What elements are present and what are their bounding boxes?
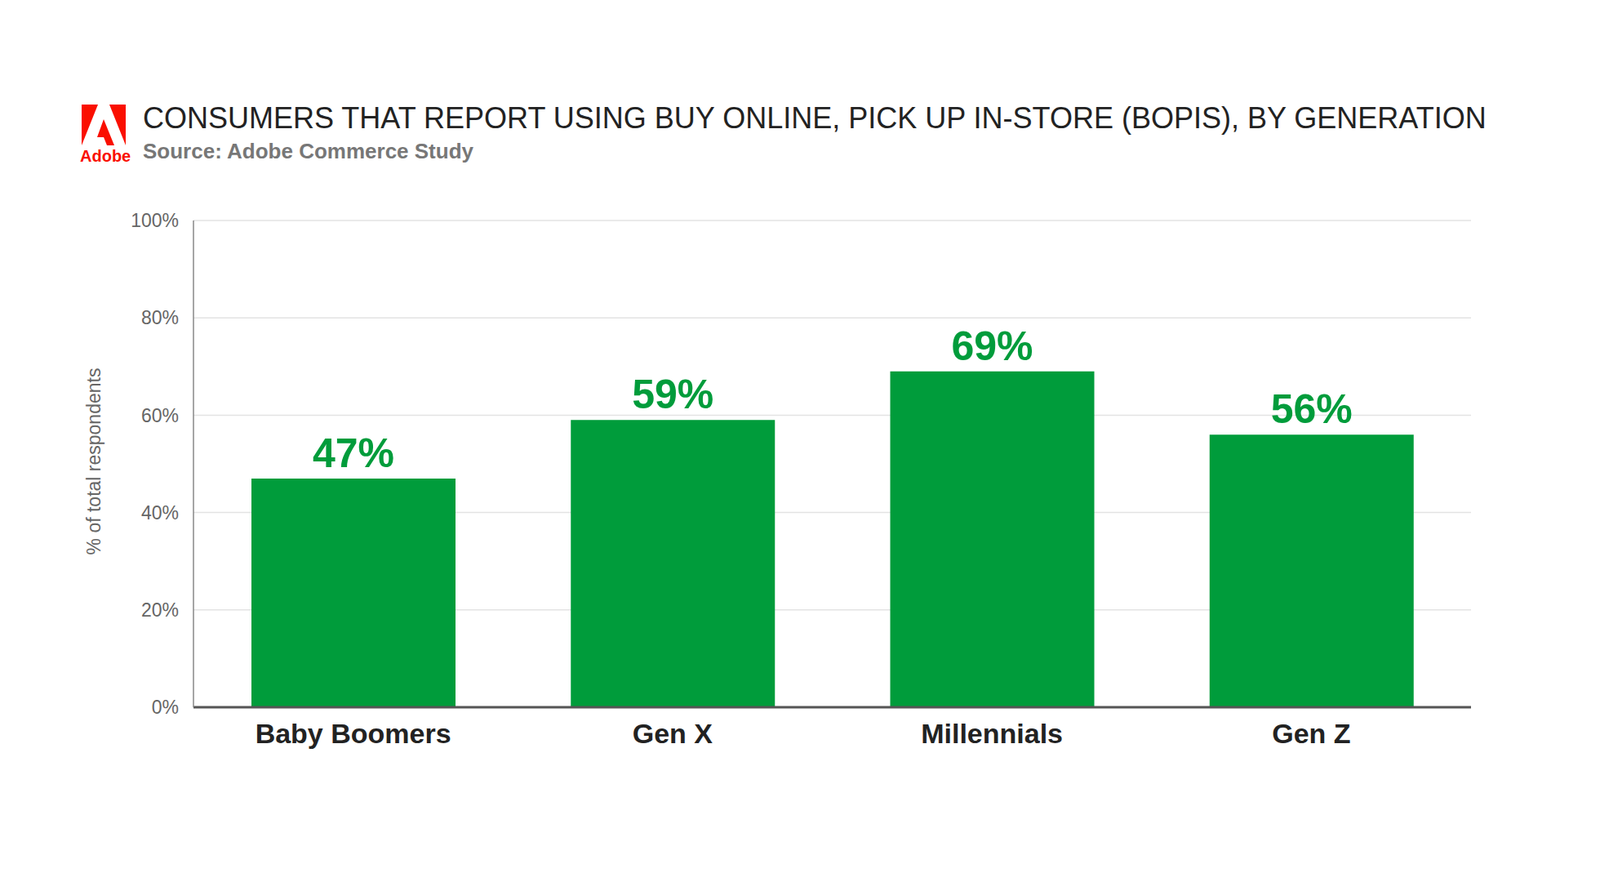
svg-text:80%: 80% [141,306,179,329]
svg-text:47%: 47% [312,430,395,476]
html-text:Source: Adobe Commerce Study: Source: Adobe Commerce Study [142,138,474,164]
svg-text:Millennials: Millennials [920,717,1063,749]
svg-text:59%: 59% [631,371,714,418]
svg-text:20%: 20% [141,599,179,621]
svg-text:Gen X: Gen X [632,717,714,749]
svg-text:56%: 56% [1271,386,1353,432]
svg-text:0%: 0% [151,696,179,718]
html-text:Adobe: Adobe [80,146,131,165]
svg-text:60%: 60% [141,404,179,427]
svg-text:100%: 100% [130,209,179,232]
html-text:CONSUMERS THAT REPORT USING BU: CONSUMERS THAT REPORT USING BUY ONLINE, … [142,101,1487,135]
svg-text:Gen Z: Gen Z [1271,717,1351,749]
svg-text:69%: 69% [951,323,1033,369]
svg-text:40%: 40% [141,502,179,524]
html-text:% of total respondents: % of total respondents [82,367,105,555]
svg-text:Baby Boomers: Baby Boomers [255,717,452,749]
